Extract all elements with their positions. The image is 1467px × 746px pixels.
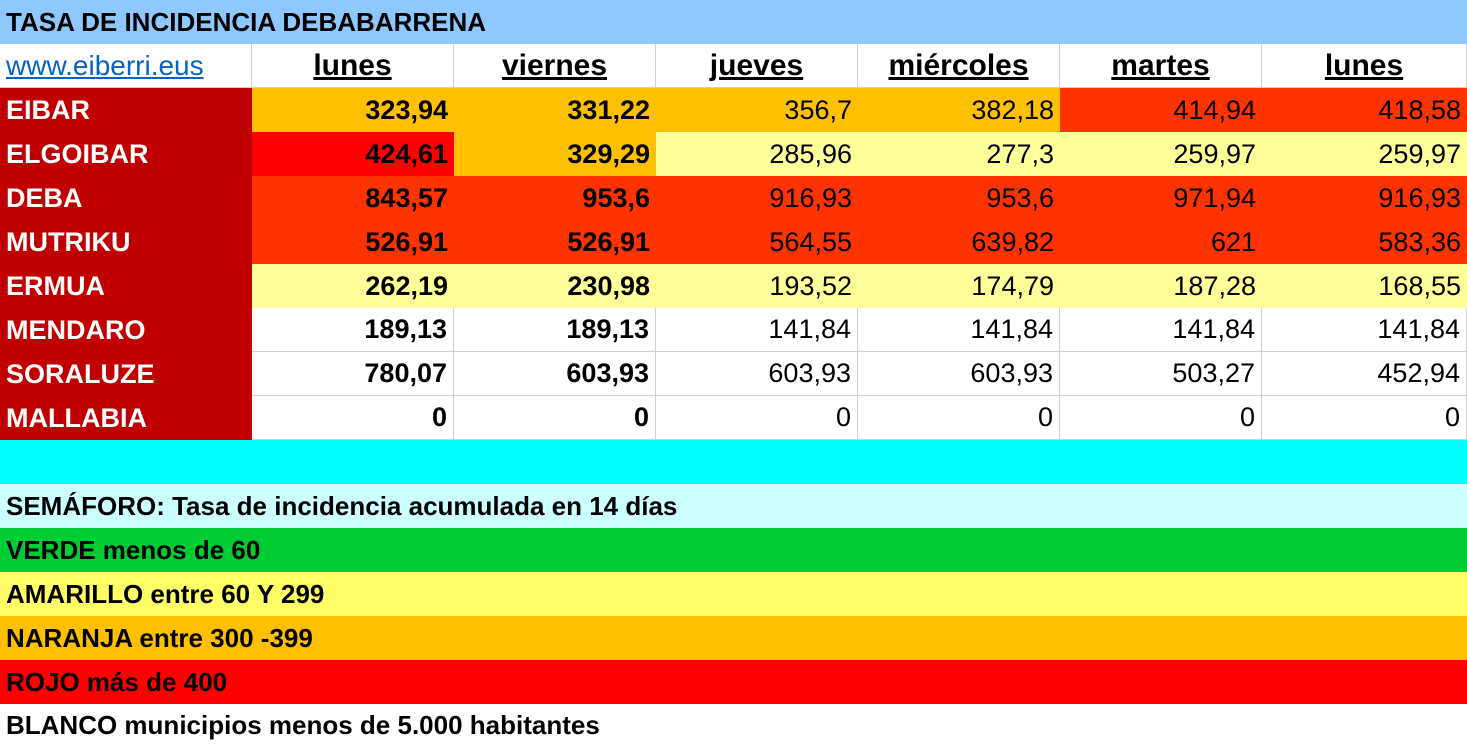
incidence-value: 526,91 — [252, 220, 454, 264]
incidence-value: 168,55 — [1262, 264, 1467, 308]
legend-text: VERDE menos de 60 — [0, 528, 1467, 572]
legend-text: ROJO más de 400 — [0, 660, 1467, 704]
incidence-value: 953,6 — [454, 176, 656, 220]
legend-text: BLANCO municipios menos de 5.000 habitan… — [0, 704, 1467, 746]
table-row: EIBAR 323,94 331,22 356,7 382,18 414,94 418,58 — [0, 88, 1467, 132]
incidence-value: 187,28 — [1060, 264, 1262, 308]
legend-row: SEMÁFORO: Tasa de incidencia acumulada e… — [0, 484, 1467, 528]
table-row: SORALUZE 780,07 603,93 603,93 603,93 503,27 45… — [0, 352, 1467, 396]
municipality-name: MENDARO — [0, 308, 252, 352]
municipality-name: SORALUZE — [0, 352, 252, 396]
legend-row: AMARILLO entre 60 Y 299 — [0, 572, 1467, 616]
incidence-value: 174,79 — [858, 264, 1060, 308]
incidence-value: 916,93 — [1262, 176, 1467, 220]
incidence-value: 0 — [656, 396, 858, 440]
municipality-name: EIBAR — [0, 88, 252, 132]
incidence-value: 189,13 — [252, 308, 454, 352]
table-row: MUTRIKU 526,91 526,91 564,55 639,82 621 583,36 — [0, 220, 1467, 264]
table-row: ERMUA 262,19 230,98 193,52 174,79 187,28 168,5… — [0, 264, 1467, 308]
legend-text: AMARILLO entre 60 Y 299 — [0, 572, 1467, 616]
incidence-value: 259,97 — [1262, 132, 1467, 176]
incidence-value: 0 — [1060, 396, 1262, 440]
day-header: jueves — [656, 44, 858, 88]
incidence-value: 603,93 — [656, 352, 858, 396]
day-header: martes — [1060, 44, 1262, 88]
incidence-value: 780,07 — [252, 352, 454, 396]
table-row: MALLABIA 0 0 0 0 0 0 — [0, 396, 1467, 440]
incidence-value: 583,36 — [1262, 220, 1467, 264]
incidence-value: 189,13 — [454, 308, 656, 352]
legend-row: NARANJA entre 300 -399 — [0, 616, 1467, 660]
incidence-value: 323,94 — [252, 88, 454, 132]
incidence-value: 564,55 — [656, 220, 858, 264]
incidence-value: 452,94 — [1262, 352, 1467, 396]
incidence-value: 526,91 — [454, 220, 656, 264]
incidence-value: 141,84 — [656, 308, 858, 352]
incidence-value: 414,94 — [1060, 88, 1262, 132]
incidence-value: 916,93 — [656, 176, 858, 220]
legend-text: SEMÁFORO: Tasa de incidencia acumulada e… — [0, 484, 1467, 528]
incidence-value: 0 — [1262, 396, 1467, 440]
table-row: MENDARO 189,13 189,13 141,84 141,84 141,84 141… — [0, 308, 1467, 352]
eiberri-link[interactable]: www.eiberri.eus — [6, 49, 204, 81]
incidence-value: 382,18 — [858, 88, 1060, 132]
legend-row: ROJO más de 400 — [0, 660, 1467, 704]
incidence-value: 285,96 — [656, 132, 858, 176]
separator-cell — [0, 440, 1467, 484]
day-header: viernes — [454, 44, 656, 88]
incidence-value: 953,6 — [858, 176, 1060, 220]
sheet-title: TASA DE INCIDENCIA DEBABARRENA — [0, 0, 1467, 44]
municipality-name: MALLABIA — [0, 396, 252, 440]
incidence-value: 971,94 — [1060, 176, 1262, 220]
day-header: miércoles — [858, 44, 1060, 88]
incidence-value: 503,27 — [1060, 352, 1262, 396]
incidence-value: 193,52 — [656, 264, 858, 308]
header-link-cell[interactable]: www.eiberri.eus — [0, 44, 252, 88]
municipality-name: ERMUA — [0, 264, 252, 308]
incidence-value: 843,57 — [252, 176, 454, 220]
legend-row: BLANCO municipios menos de 5.000 habitan… — [0, 704, 1467, 746]
incidence-value: 0 — [454, 396, 656, 440]
separator-row — [0, 440, 1467, 484]
incidence-value: 262,19 — [252, 264, 454, 308]
incidence-value: 277,3 — [858, 132, 1060, 176]
incidence-value: 329,29 — [454, 132, 656, 176]
incidence-value: 141,84 — [1060, 308, 1262, 352]
legend-text: NARANJA entre 300 -399 — [0, 616, 1467, 660]
incidence-value: 141,84 — [858, 308, 1060, 352]
incidence-value: 331,22 — [454, 88, 656, 132]
incidence-value: 603,93 — [454, 352, 656, 396]
incidence-value: 418,58 — [1262, 88, 1467, 132]
day-header: lunes — [1262, 44, 1467, 88]
incidence-value: 141,84 — [1262, 308, 1467, 352]
day-header: lunes — [252, 44, 454, 88]
incidence-value: 621 — [1060, 220, 1262, 264]
municipality-name: MUTRIKU — [0, 220, 252, 264]
incidence-value: 424,61 — [252, 132, 454, 176]
incidence-value: 0 — [858, 396, 1060, 440]
title-row: TASA DE INCIDENCIA DEBABARRENA — [0, 0, 1467, 44]
incidence-value: 0 — [252, 396, 454, 440]
legend-row: VERDE menos de 60 — [0, 528, 1467, 572]
municipality-name: ELGOIBAR — [0, 132, 252, 176]
incidence-value: 356,7 — [656, 88, 858, 132]
header-row: www.eiberri.eus lunes viernes jueves mié… — [0, 44, 1467, 88]
incidence-value: 230,98 — [454, 264, 656, 308]
municipality-name: DEBA — [0, 176, 252, 220]
incidence-value: 259,97 — [1060, 132, 1262, 176]
table-row: DEBA 843,57 953,6 916,93 953,6 971,94 916,93 — [0, 176, 1467, 220]
incidence-value: 603,93 — [858, 352, 1060, 396]
table-row: ELGOIBAR 424,61 329,29 285,96 277,3 259,97 259… — [0, 132, 1467, 176]
incidence-value: 639,82 — [858, 220, 1060, 264]
